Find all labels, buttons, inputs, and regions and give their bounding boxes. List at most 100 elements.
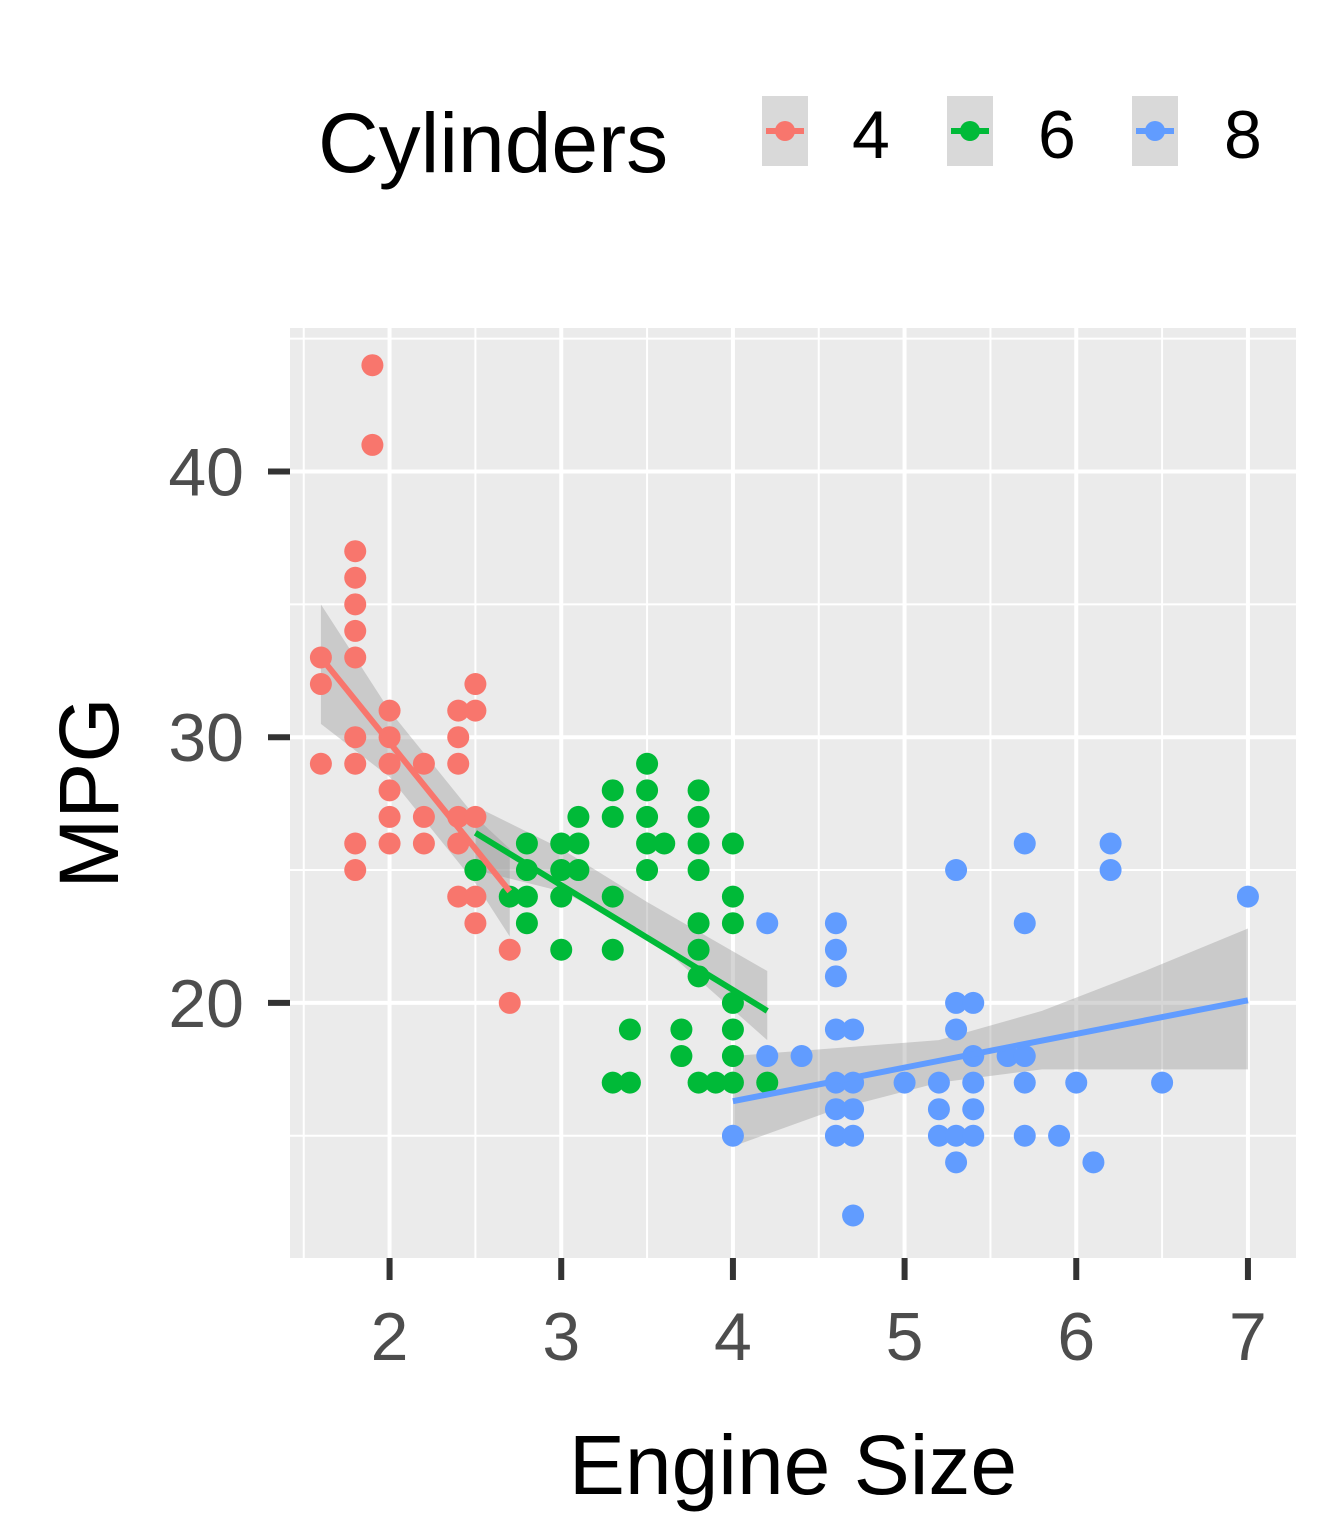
x-tick-label: 7 <box>1229 1299 1267 1375</box>
point-cyl-4 <box>344 726 367 749</box>
legend-label-8: 8 <box>1224 97 1262 173</box>
point-cyl-4 <box>464 699 487 722</box>
fit-line-cyl-4 <box>318 655 513 894</box>
point-cyl-4 <box>378 779 401 802</box>
point-cyl-8 <box>790 1045 813 1068</box>
point-cyl-6 <box>670 1045 693 1068</box>
legend-key-8: 8 <box>1132 96 1262 173</box>
point-cyl-6 <box>687 832 710 855</box>
point-cyl-8 <box>1099 859 1122 882</box>
legend: Cylinders 4 6 8 <box>318 96 1262 190</box>
point-cyl-4 <box>378 832 401 855</box>
point-cyl-6 <box>687 859 710 882</box>
point-cyl-6 <box>515 832 538 855</box>
point-cyl-8 <box>1013 1045 1036 1068</box>
point-cyl-6 <box>636 859 659 882</box>
point-cyl-6 <box>601 1071 624 1094</box>
point-cyl-4 <box>378 805 401 828</box>
point-cyl-6 <box>618 1071 641 1094</box>
point-cyl-4 <box>464 673 487 696</box>
x-tick-label: 4 <box>714 1299 752 1375</box>
legend-label-4: 4 <box>852 97 890 173</box>
point-cyl-8 <box>1065 1071 1088 1094</box>
point-cyl-4 <box>309 752 332 775</box>
point-cyl-6 <box>464 859 487 882</box>
point-cyl-4 <box>344 619 367 642</box>
legend-dot-4 <box>775 121 795 141</box>
point-cyl-8 <box>842 1124 865 1147</box>
point-cyl-4 <box>344 566 367 589</box>
point-cyl-8 <box>962 1124 985 1147</box>
point-cyl-4 <box>378 752 401 775</box>
point-cyl-6 <box>550 938 573 961</box>
x-tick-label: 6 <box>1057 1299 1095 1375</box>
point-cyl-6 <box>515 912 538 935</box>
point-cyl-8 <box>1013 912 1036 935</box>
point-cyl-8 <box>824 1018 847 1041</box>
point-cyl-4 <box>447 699 470 722</box>
point-cyl-4 <box>498 991 521 1014</box>
point-cyl-8 <box>962 1071 985 1094</box>
point-cyl-4 <box>309 673 332 696</box>
point-cyl-8 <box>824 912 847 935</box>
point-cyl-8 <box>945 1124 968 1147</box>
fit-line-cyl-6 <box>473 830 769 1014</box>
point-cyl-8 <box>945 1151 968 1174</box>
y-axis-title: MPG <box>42 697 136 888</box>
point-cyl-8 <box>842 1018 865 1041</box>
point-cyl-4 <box>344 752 367 775</box>
legend-key-6: 6 <box>947 96 1076 173</box>
point-cyl-8 <box>962 991 985 1014</box>
point-cyl-8 <box>927 1098 950 1121</box>
point-cyl-6 <box>721 991 744 1014</box>
x-axis: 2 3 4 5 6 7 <box>371 1258 1267 1375</box>
point-cyl-8 <box>1013 832 1036 855</box>
point-cyl-4 <box>344 832 367 855</box>
fit-line-cyl-8 <box>732 997 1249 1105</box>
y-tick-label: 30 <box>168 700 244 776</box>
point-cyl-8 <box>842 1098 865 1121</box>
point-cyl-6 <box>670 1018 693 1041</box>
point-cyl-6 <box>721 885 744 908</box>
point-cyl-8 <box>721 1124 744 1147</box>
point-cyl-8 <box>945 859 968 882</box>
legend-key-4: 4 <box>762 96 890 173</box>
point-cyl-6 <box>721 832 744 855</box>
point-cyl-8 <box>756 1045 779 1068</box>
point-cyl-4 <box>447 885 470 908</box>
y-tick-label: 20 <box>168 966 244 1042</box>
point-cyl-8 <box>962 1098 985 1121</box>
point-cyl-6 <box>721 912 744 935</box>
point-cyl-6 <box>601 938 624 961</box>
point-cyl-4 <box>447 752 470 775</box>
point-cyl-6 <box>601 805 624 828</box>
point-cyl-6 <box>687 938 710 961</box>
point-cyl-8 <box>945 991 968 1014</box>
point-cyl-4 <box>498 938 521 961</box>
point-cyl-8 <box>1048 1124 1071 1147</box>
data-points <box>309 354 1259 1227</box>
legend-dot-6 <box>960 121 980 141</box>
point-cyl-4 <box>447 726 470 749</box>
point-cyl-6 <box>618 1018 641 1041</box>
point-cyl-6 <box>515 885 538 908</box>
x-tick-label: 2 <box>371 1299 409 1375</box>
y-tick-label: 40 <box>168 434 244 510</box>
point-cyl-8 <box>927 1124 950 1147</box>
legend-title: Cylinders <box>318 96 668 190</box>
point-cyl-8 <box>1013 1071 1036 1094</box>
point-cyl-6 <box>704 1071 727 1094</box>
point-cyl-6 <box>567 832 590 855</box>
point-cyl-6 <box>550 859 573 882</box>
point-cyl-6 <box>601 885 624 908</box>
point-cyl-6 <box>550 832 573 855</box>
point-cyl-4 <box>464 885 487 908</box>
point-cyl-4 <box>412 832 435 855</box>
point-cyl-6 <box>756 1071 779 1094</box>
point-cyl-4 <box>412 752 435 775</box>
point-cyl-8 <box>1099 832 1122 855</box>
point-cyl-8 <box>945 1018 968 1041</box>
point-cyl-8 <box>1236 885 1259 908</box>
ribbon-cyl-8 <box>732 928 1248 1147</box>
